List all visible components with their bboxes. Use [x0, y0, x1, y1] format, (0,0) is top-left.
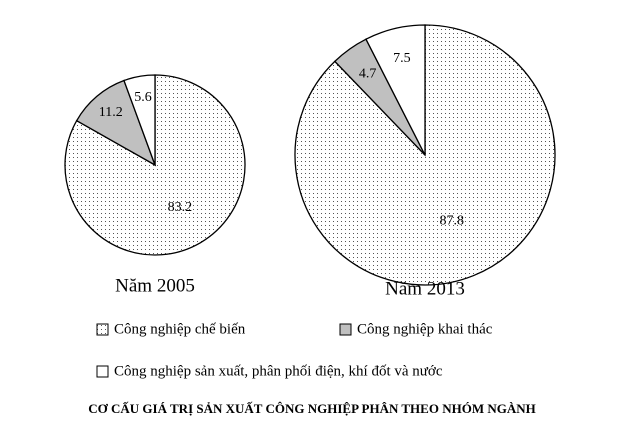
pie-slice [365, 24, 426, 156]
legend-swatch [96, 365, 109, 378]
slice-label: 7.5 [393, 51, 411, 66]
slice-label: 5.6 [134, 90, 152, 105]
slice-label: 11.2 [99, 105, 123, 120]
legend-swatch [339, 323, 352, 336]
legend-label: Công nghiệp khai thác [357, 321, 493, 337]
chart-title: CƠ CẤU GIÁ TRỊ SẢN XUẤT CÔNG NGHIỆP PHÂN… [88, 401, 535, 416]
legend-label: Công nghiệp chế biến [114, 321, 246, 337]
legend-swatch [96, 323, 109, 336]
pie-slice [123, 74, 156, 166]
pie-title: Năm 2005 [115, 275, 195, 296]
pie-slice [75, 79, 157, 167]
slice-label: 4.7 [359, 67, 377, 82]
pie-title: Năm 2013 [385, 278, 465, 299]
slice-label: 87.8 [439, 214, 464, 229]
legend-label: Công nghiệp sản xuất, phân phối điện, kh… [114, 363, 443, 379]
slice-label: 83.2 [168, 200, 193, 215]
